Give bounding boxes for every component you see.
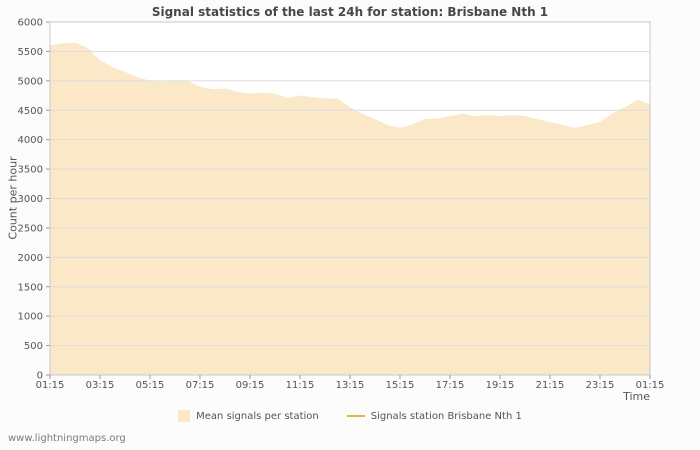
legend-label: Signals station Brisbane Nth 1 [370, 410, 522, 422]
x-tick-label: 15:15 [386, 380, 415, 391]
x-tick-label: 17:15 [436, 380, 465, 391]
x-tick-label: 23:15 [586, 380, 615, 391]
y-axis-label: Count per hour [6, 156, 20, 240]
y-tick-label: 5000 [18, 76, 43, 87]
y-tick-label: 2500 [18, 223, 43, 234]
y-tick-label: 1500 [18, 282, 43, 293]
area-swatch-icon [178, 410, 191, 422]
x-axis-label: Time [623, 390, 650, 403]
chart-title: Signal statistics of the last 24h for st… [151, 5, 549, 19]
x-tick-label: 19:15 [486, 380, 515, 391]
y-tick-label: 4000 [18, 135, 43, 146]
x-tick-label: 05:15 [136, 380, 165, 391]
y-tick-label: 0 [37, 371, 43, 382]
legend-item-station-signals: Signals station Brisbane Nth 1 [346, 410, 522, 422]
y-tick-label: 4500 [18, 106, 43, 117]
y-tick-label: 2000 [18, 253, 43, 264]
y-tick-label: 3500 [18, 165, 43, 176]
line-swatch-icon [346, 415, 365, 417]
x-tick-label: 01:15 [636, 380, 665, 391]
x-tick-label: 07:15 [186, 380, 215, 391]
area-series [50, 42, 650, 375]
legend-item-mean-signals: Mean signals per station [178, 410, 319, 422]
x-tick-label: 11:15 [286, 380, 315, 391]
watermark-link[interactable]: www.lightningmaps.org [8, 433, 126, 444]
y-tick-label: 6000 [18, 18, 43, 29]
x-tick-label: 03:15 [86, 380, 115, 391]
x-tick-label: 21:15 [536, 380, 565, 391]
y-tick-label: 1000 [18, 312, 43, 323]
x-tick-label: 09:15 [236, 380, 265, 391]
y-tick-label: 500 [24, 341, 43, 352]
x-tick-label: 01:15 [36, 380, 65, 391]
y-tick-label: 5500 [18, 47, 43, 58]
x-tick-label: 13:15 [336, 380, 365, 391]
y-tick-label: 3000 [18, 194, 43, 205]
chart-legend: Mean signals per station Signals station… [0, 410, 700, 422]
legend-label: Mean signals per station [196, 410, 319, 422]
